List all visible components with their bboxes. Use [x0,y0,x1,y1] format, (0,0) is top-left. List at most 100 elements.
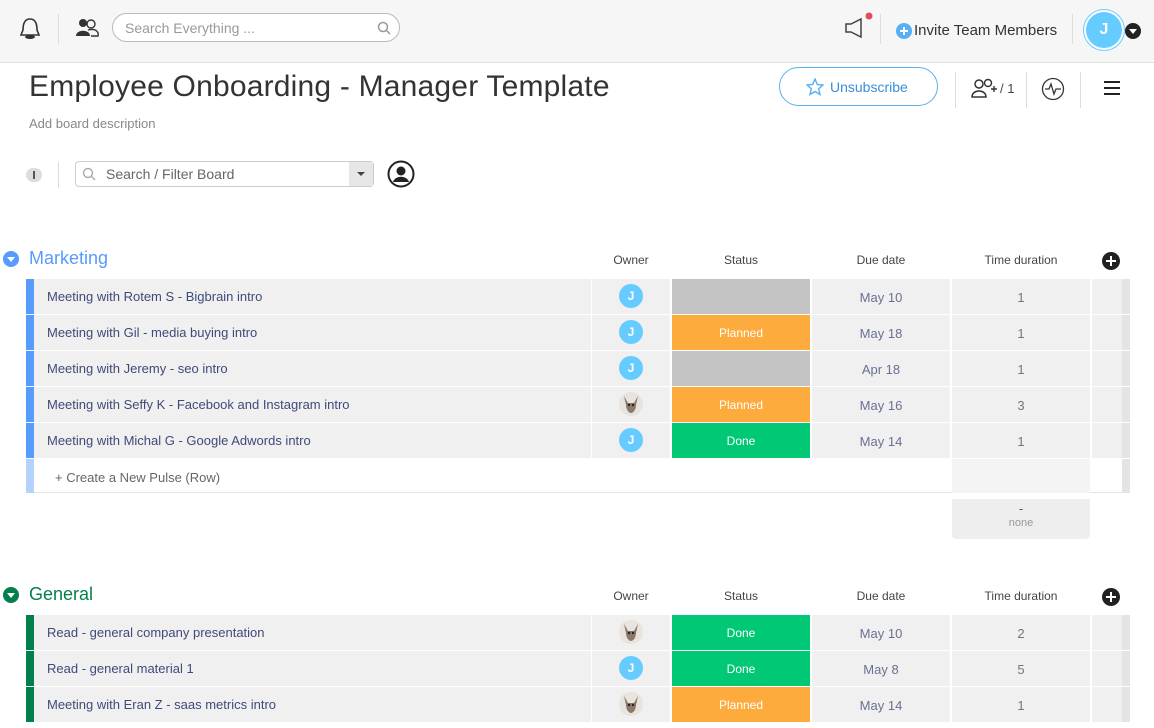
due-date[interactable]: Apr 18 [861,362,901,377]
extra-cell [1092,279,1122,314]
add-column[interactable] [1102,588,1120,606]
status-cell[interactable] [672,687,810,722]
people-icon[interactable] [74,16,100,40]
row-edge [1122,387,1130,422]
divider [58,162,59,188]
new-row-summary-slot [952,459,1090,493]
status-label: Done [726,662,756,676]
duration-cell [952,423,1090,458]
status-cell[interactable] [672,387,810,422]
menu-icon[interactable] [1104,80,1120,96]
new-row-input[interactable]: + Create a New Pulse (Row) [55,470,221,485]
row-name-cell[interactable] [34,387,591,422]
owner-photo [619,692,643,716]
row-name[interactable]: Meeting with Rotem S - Bigbrain intro [47,289,263,304]
row-name[interactable]: Meeting with Michal G - Google Adwords i… [47,433,311,448]
row-name[interactable]: Meeting with Seffy K - Facebook and Inst… [47,397,350,412]
due-date[interactable]: May 18 [859,326,903,341]
group-title[interactable]: Marketing [29,248,109,268]
activity-icon[interactable] [1041,77,1065,101]
summary-cell [952,499,1090,539]
search-box[interactable]: Search Everything ... [112,13,400,42]
group-toggle[interactable] [3,587,19,603]
duration-value[interactable]: 2 [1017,626,1025,641]
due-date[interactable]: May 14 [859,698,903,713]
info-toggle[interactable] [25,167,43,183]
invite-button[interactable]: Invite Team Members [914,22,1058,39]
owner-photo-wrap [619,392,643,416]
chevron [7,257,15,262]
group-toggle[interactable] [3,251,19,267]
owner-photo [619,620,643,644]
search-placeholder: Search Everything ... [125,20,255,36]
user-avatar[interactable]: J [1086,12,1122,48]
due-date[interactable]: May 14 [859,434,903,449]
row-name-cell[interactable] [34,351,591,386]
duration-value[interactable]: 1 [1017,698,1025,713]
column-header: Status [723,253,759,267]
row-name[interactable]: Read - general material 1 [47,661,194,676]
duration-value[interactable]: 1 [1017,290,1025,305]
members-count[interactable]: / 1 [1000,81,1015,96]
status-cell[interactable] [672,651,810,686]
members-icon[interactable] [969,77,999,99]
owner-avatar[interactable]: J [619,284,643,308]
row-name[interactable]: Read - general company presentation [47,625,265,640]
row-name-cell[interactable] [34,423,591,458]
owner-avatar[interactable]: J [619,656,643,680]
caret [357,172,365,176]
duration-cell [952,315,1090,350]
duration-value[interactable]: 5 [1017,662,1025,677]
due-date[interactable]: May 8 [863,662,899,677]
owner-avatar[interactable]: J [619,356,643,380]
row-name-cell[interactable] [34,279,591,314]
board-description[interactable]: Add board description [29,116,156,131]
column-header: Owner [613,589,649,603]
row-bar [26,615,34,650]
announcements-icon[interactable] [843,12,873,40]
duration-value[interactable]: 1 [1017,326,1025,341]
owner-avatar[interactable]: J [619,320,643,344]
unsubscribe-button[interactable]: Unsubscribe [779,67,938,106]
due-cell [812,651,950,686]
row-edge [1122,459,1130,493]
filter-box[interactable]: Search / Filter Board [75,161,374,187]
row-name-cell[interactable] [34,615,591,650]
user-menu-toggle[interactable] [1124,22,1142,40]
row-edge [1122,687,1130,722]
new-row-bar [26,459,34,493]
divider [955,72,956,108]
person-filter[interactable] [387,160,415,188]
board-title[interactable]: Employee Onboarding - Manager Template [29,70,610,103]
row-name-cell[interactable] [34,651,591,686]
notifications-icon[interactable] [18,16,42,42]
duration-value[interactable]: 1 [1017,362,1025,377]
status-cell[interactable] [672,279,810,314]
due-date[interactable]: May 10 [859,290,903,305]
status-cell[interactable] [672,315,810,350]
row-name[interactable]: Meeting with Jeremy - seo intro [47,361,228,376]
add-column[interactable] [1102,252,1120,270]
row-bar [26,423,34,458]
row-name[interactable]: Meeting with Eran Z - saas metrics intro [47,697,277,712]
due-date[interactable]: May 10 [859,626,903,641]
filter-dropdown[interactable] [349,162,373,186]
group-title[interactable]: General [29,584,94,604]
extra-cell [1092,387,1122,422]
column-header: Due date [856,589,906,603]
owner-photo [619,392,643,416]
due-date[interactable]: May 16 [859,398,903,413]
duration-value[interactable]: 3 [1017,398,1025,413]
status-cell[interactable] [672,423,810,458]
due-cell [812,315,950,350]
row-name-cell[interactable] [34,687,591,722]
duration-value[interactable]: 1 [1017,434,1025,449]
row-edge [1122,615,1130,650]
duration-cell [952,279,1090,314]
status-cell[interactable] [672,615,810,650]
extra-cell [1092,423,1122,458]
status-cell[interactable] [672,351,810,386]
row-name[interactable]: Meeting with Gil - media buying intro [47,325,258,340]
row-name-cell[interactable] [34,315,591,350]
owner-avatar[interactable]: J [619,428,643,452]
